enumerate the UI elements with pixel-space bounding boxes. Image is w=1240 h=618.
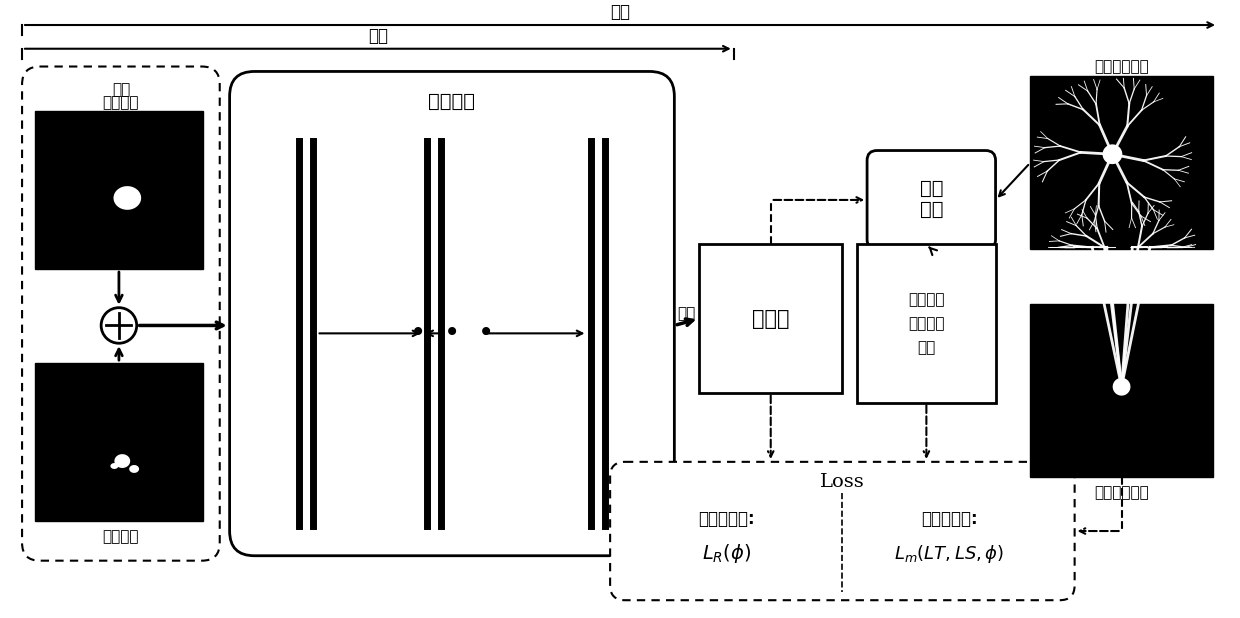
Text: 输出: 输出: [677, 306, 696, 321]
Polygon shape: [129, 465, 139, 473]
FancyBboxPatch shape: [610, 462, 1075, 600]
Text: 模板图像: 模板图像: [103, 530, 139, 544]
Text: 训练: 训练: [610, 3, 630, 21]
Bar: [699, 244, 842, 392]
Text: $\mathit{L}_{\mathit{R}}(\phi)$: $\mathit{L}_{\mathit{R}}(\phi)$: [702, 542, 751, 565]
Text: •  •  •: • • •: [410, 320, 494, 347]
Text: $\mathit{L}_m(\mathit{LT},\mathit{LS},\phi)$: $\mathit{L}_m(\mathit{LT},\mathit{LS},\p…: [894, 543, 1004, 565]
Text: 相似度损失:: 相似度损失:: [921, 510, 977, 528]
Text: 动图像的: 动图像的: [908, 316, 945, 331]
Polygon shape: [117, 190, 128, 200]
Text: 输入: 输入: [112, 82, 130, 97]
Bar: [1030, 303, 1213, 476]
Text: 标签: 标签: [918, 340, 935, 355]
Text: 模版图像标签: 模版图像标签: [1094, 485, 1149, 500]
Polygon shape: [1112, 378, 1131, 396]
Text: 测试: 测试: [368, 27, 388, 44]
Bar: [35, 111, 203, 269]
Polygon shape: [1102, 145, 1122, 164]
Bar: [1030, 77, 1213, 249]
Text: 转换: 转换: [920, 200, 944, 219]
Text: Loss: Loss: [820, 473, 864, 491]
Text: 回归网络: 回归网络: [429, 91, 475, 111]
FancyBboxPatch shape: [22, 67, 219, 561]
Text: 空间: 空间: [920, 179, 944, 198]
Text: 形变后浮: 形变后浮: [908, 292, 945, 307]
Bar: [857, 244, 996, 402]
Bar: [35, 363, 203, 521]
Polygon shape: [114, 186, 141, 210]
Text: 浮动图像: 浮动图像: [103, 96, 139, 111]
FancyBboxPatch shape: [867, 151, 996, 249]
FancyBboxPatch shape: [229, 72, 675, 556]
Polygon shape: [114, 454, 130, 468]
Text: 正则化损失:: 正则化损失:: [698, 510, 755, 528]
Polygon shape: [110, 463, 118, 469]
Text: 形变场: 形变场: [751, 308, 790, 329]
Text: 浮动图像标签: 浮动图像标签: [1094, 59, 1149, 74]
